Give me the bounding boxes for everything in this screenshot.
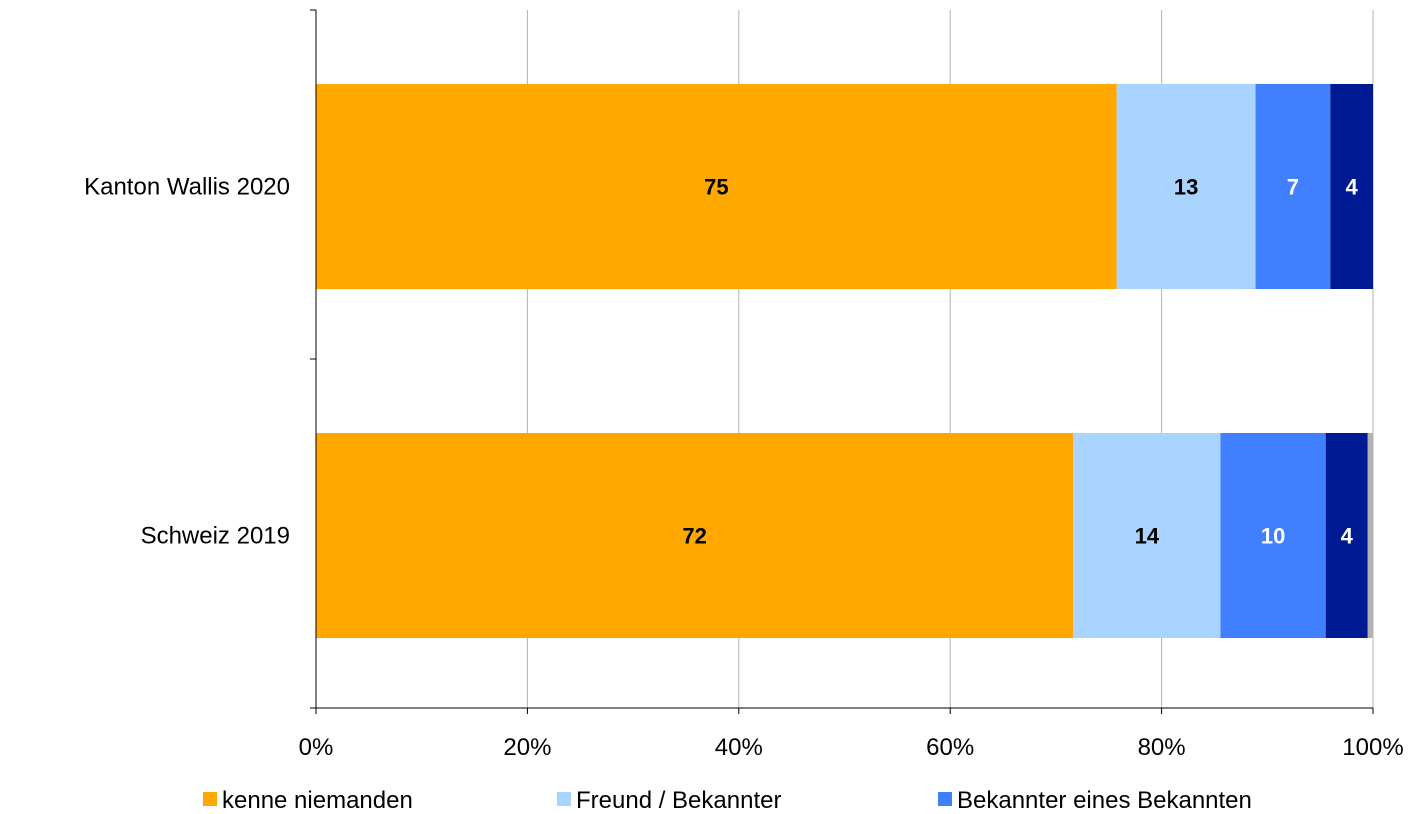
data-label: 4 [1346,175,1359,200]
bar-segment [1367,433,1373,638]
category-labels: Kanton Wallis 2020 Schweiz 2019 [84,174,290,550]
bar-segment [1220,433,1326,638]
data-label: 14 [1135,524,1160,549]
data-label: 4 [1341,524,1354,549]
legend-swatch [557,792,571,806]
x-tick-labels: 0% 20% 40% 60% 80% 100% [299,734,1404,761]
bar-segment [1325,433,1368,638]
data-label: 72 [682,524,706,549]
bar-segment [1116,84,1256,289]
legend-swatch [938,792,952,806]
category-label: Kanton Wallis 2020 [84,174,290,201]
legend: kenne niemanden Freund / Bekannter Bekannt… [203,787,1252,814]
x-tick-label: 40% [715,734,763,761]
x-tick-label: 60% [926,734,974,761]
x-tick-label: 100% [1342,734,1403,761]
data-label: 10 [1261,524,1285,549]
bar-segment [1073,433,1221,638]
x-tick-label: 0% [299,734,334,761]
legend-swatch [203,792,217,806]
data-label: 7 [1287,175,1299,200]
bar-segment [316,433,1074,638]
x-tick-label: 20% [503,734,551,761]
axes [310,9,1374,714]
bar-segment [1330,84,1373,289]
data-label: 13 [1174,175,1198,200]
category-label: Schweiz 2019 [141,523,290,550]
data-label: 75 [704,175,728,200]
bar-segment [1255,84,1331,289]
legend-label: Bekannter eines Bekannten [957,787,1252,814]
x-tick-label: 80% [1138,734,1186,761]
bars: 75 13 7 4 72 14 10 4 [316,84,1373,638]
legend-label: Freund / Bekannter [576,787,781,814]
bar-segment [316,84,1117,289]
legend-label: kenne niemanden [222,787,413,814]
